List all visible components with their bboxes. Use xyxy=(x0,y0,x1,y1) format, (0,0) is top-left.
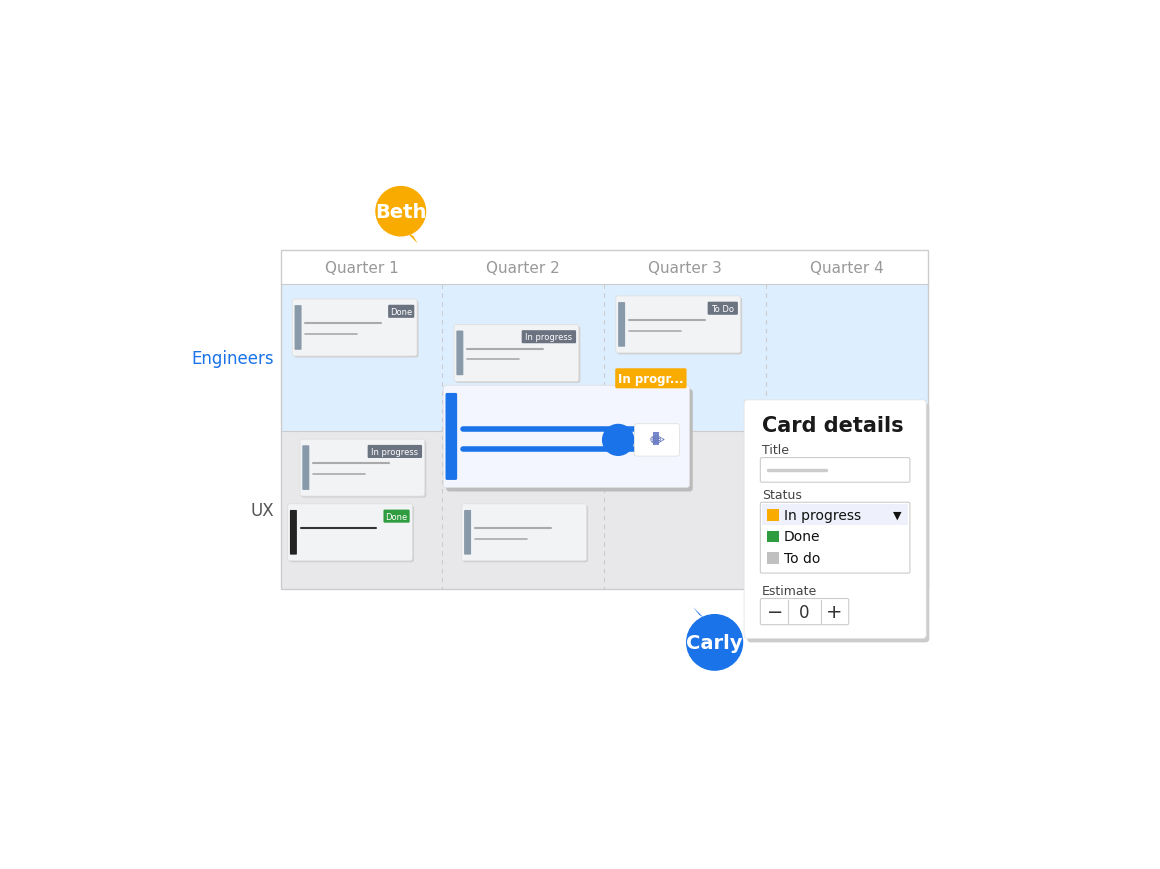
FancyBboxPatch shape xyxy=(289,506,414,562)
FancyBboxPatch shape xyxy=(295,306,302,350)
FancyBboxPatch shape xyxy=(443,386,690,488)
Text: 0: 0 xyxy=(799,603,810,620)
FancyBboxPatch shape xyxy=(522,331,577,344)
FancyBboxPatch shape xyxy=(368,446,422,459)
Text: Card details: Card details xyxy=(762,415,904,435)
FancyBboxPatch shape xyxy=(760,458,909,482)
Circle shape xyxy=(687,615,742,670)
Circle shape xyxy=(603,425,633,455)
FancyBboxPatch shape xyxy=(618,302,625,348)
Bar xyxy=(767,509,780,521)
FancyBboxPatch shape xyxy=(462,504,587,561)
FancyBboxPatch shape xyxy=(290,510,297,555)
Text: Quarter 1: Quarter 1 xyxy=(325,260,398,275)
Circle shape xyxy=(376,188,426,236)
Bar xyxy=(767,531,780,542)
Text: Title: Title xyxy=(762,444,789,457)
Text: Carly: Carly xyxy=(687,634,742,652)
FancyBboxPatch shape xyxy=(615,368,687,388)
Text: Quarter 4: Quarter 4 xyxy=(810,260,884,275)
FancyBboxPatch shape xyxy=(384,510,409,523)
FancyBboxPatch shape xyxy=(454,325,579,382)
Text: In progress: In progress xyxy=(371,448,419,456)
FancyBboxPatch shape xyxy=(635,424,680,456)
Text: To do: To do xyxy=(784,551,820,565)
FancyBboxPatch shape xyxy=(303,446,310,490)
Text: Quarter 3: Quarter 3 xyxy=(648,260,722,275)
Bar xyxy=(767,553,780,564)
FancyBboxPatch shape xyxy=(760,502,909,574)
FancyBboxPatch shape xyxy=(760,599,849,625)
Text: Done: Done xyxy=(385,512,407,521)
Bar xyxy=(281,250,928,285)
FancyBboxPatch shape xyxy=(389,305,414,318)
FancyBboxPatch shape xyxy=(300,440,425,496)
Polygon shape xyxy=(407,234,418,244)
FancyBboxPatch shape xyxy=(447,389,693,492)
Polygon shape xyxy=(693,607,704,618)
FancyBboxPatch shape xyxy=(293,302,419,358)
Text: To Do: To Do xyxy=(711,304,734,314)
Polygon shape xyxy=(653,433,659,446)
Text: Done: Done xyxy=(784,529,820,543)
FancyBboxPatch shape xyxy=(617,298,742,355)
FancyBboxPatch shape xyxy=(744,401,926,639)
Text: Done: Done xyxy=(390,308,412,316)
FancyBboxPatch shape xyxy=(288,504,412,561)
FancyBboxPatch shape xyxy=(302,441,427,498)
Text: ▼: ▼ xyxy=(893,510,901,520)
Text: −: − xyxy=(767,602,783,621)
Text: Quarter 2: Quarter 2 xyxy=(486,260,560,275)
Text: UX: UX xyxy=(251,501,275,519)
Text: In progr...: In progr... xyxy=(618,372,683,385)
FancyBboxPatch shape xyxy=(464,510,471,555)
Text: Status: Status xyxy=(762,488,802,501)
FancyBboxPatch shape xyxy=(292,300,418,356)
FancyBboxPatch shape xyxy=(708,302,738,315)
Text: Estimate: Estimate xyxy=(762,584,817,597)
Bar xyxy=(762,504,908,526)
Text: +: + xyxy=(826,602,842,621)
Bar xyxy=(281,285,928,431)
Bar xyxy=(281,431,928,589)
Text: Engineers: Engineers xyxy=(191,349,275,367)
FancyBboxPatch shape xyxy=(616,296,740,354)
FancyBboxPatch shape xyxy=(747,404,929,643)
Text: ✏: ✏ xyxy=(650,431,665,449)
FancyBboxPatch shape xyxy=(463,506,588,562)
Text: Beth: Beth xyxy=(375,202,427,222)
FancyBboxPatch shape xyxy=(456,327,580,383)
Text: In progress: In progress xyxy=(784,508,861,522)
Bar xyxy=(281,250,928,589)
Text: In progress: In progress xyxy=(525,333,572,342)
FancyBboxPatch shape xyxy=(456,331,463,375)
FancyBboxPatch shape xyxy=(445,394,457,481)
